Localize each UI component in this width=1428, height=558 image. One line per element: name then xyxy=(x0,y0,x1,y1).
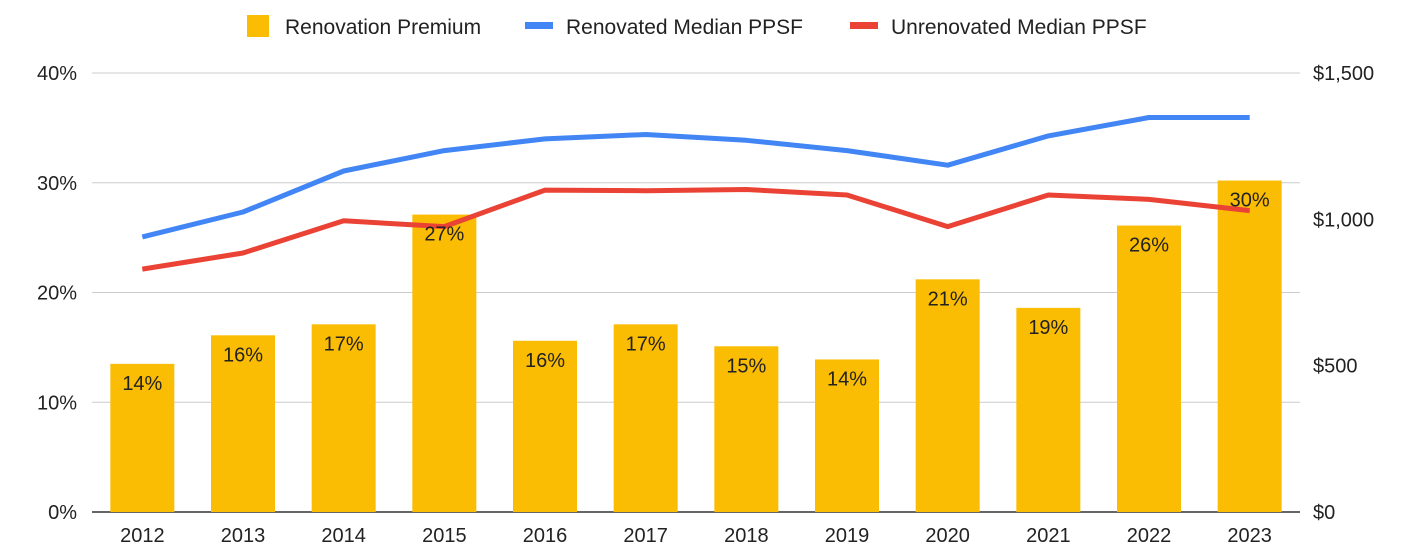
x-axis-tick-label: 2014 xyxy=(321,525,366,547)
legend-swatch-renovated-median-ppsf xyxy=(525,22,553,29)
x-axis-tick-label: 2019 xyxy=(825,525,870,547)
bar-2020 xyxy=(915,279,980,512)
legend-label-renovated-median-ppsf: Renovated Median PPSF xyxy=(566,16,803,39)
bar-2023 xyxy=(1217,180,1282,512)
bar-data-label: 26% xyxy=(1129,235,1169,257)
bar-2017 xyxy=(613,324,678,512)
bar-2022 xyxy=(1117,225,1181,513)
bar-data-label: 14% xyxy=(122,373,162,395)
legend-label-unrenovated-median-ppsf: Unrenovated Median PPSF xyxy=(891,16,1147,39)
x-axis-tick-label: 2021 xyxy=(1026,525,1071,547)
bar-data-label: 21% xyxy=(928,288,968,310)
bar-series xyxy=(110,180,1282,513)
x-axis-tick-label: 2015 xyxy=(422,525,467,547)
left-axis-tick-label: 30% xyxy=(37,173,77,195)
bar-2014 xyxy=(311,324,376,512)
legend-swatch-renovation-premium xyxy=(247,15,269,37)
line-unrenovated-median-ppsf xyxy=(141,187,1250,272)
bar-2012 xyxy=(110,363,175,512)
right-axis-ticks: $0 $500 $1,000 $1,500 xyxy=(1313,63,1374,524)
bar-data-label: 15% xyxy=(726,355,766,377)
bar-2015 xyxy=(412,214,477,512)
x-axis-tick-label: 2017 xyxy=(623,525,668,547)
x-axis-tick-label: 2018 xyxy=(724,525,769,547)
bar-2016 xyxy=(513,340,577,512)
bar-data-label: 27% xyxy=(424,224,464,246)
bar-2018 xyxy=(714,346,779,512)
legend-label-renovation-premium: Renovation Premium xyxy=(285,16,481,39)
bar-data-label: 17% xyxy=(324,333,364,355)
bar-2021 xyxy=(1016,307,1081,512)
bar-data-label: 30% xyxy=(1230,190,1270,212)
bar-data-label: 17% xyxy=(626,333,666,355)
left-axis-tick-label: 40% xyxy=(37,63,77,85)
bar-data-label: 16% xyxy=(223,344,263,366)
bar-data-label: 19% xyxy=(1028,317,1068,339)
left-axis-tick-label: 10% xyxy=(37,392,77,414)
x-axis-tick-label: 2023 xyxy=(1227,525,1272,547)
right-axis-tick-label: $500 xyxy=(1313,356,1358,378)
bar-2019 xyxy=(815,359,879,512)
legend-swatch-unrenovated-median-ppsf xyxy=(850,22,878,29)
line-renovated-median-ppsf xyxy=(141,115,1250,240)
line-series xyxy=(141,115,1250,272)
right-axis-tick-label: $1,500 xyxy=(1313,63,1374,85)
bar-data-labels: 14% 16% 17% 27% 16% 17% 15% 14% 21% 19% 26% 30% xyxy=(122,190,1270,395)
legend: Renovation Premium Renovated Median PPSF… xyxy=(247,15,1147,39)
x-axis-ticks: 2012 2013 2014 2015 2016 2017 2018 2019 2020 2021… xyxy=(120,525,1272,547)
left-axis-tick-label: 20% xyxy=(37,283,77,305)
x-axis-tick-label: 2022 xyxy=(1127,525,1172,547)
x-axis-tick-label: 2013 xyxy=(221,525,266,547)
right-axis-tick-label: $1,000 xyxy=(1313,209,1374,231)
x-axis-tick-label: 2016 xyxy=(523,525,568,547)
bar-2013 xyxy=(211,335,275,512)
left-axis-ticks: 0% 10% 20% 30% 40% xyxy=(37,63,77,524)
bar-data-label: 16% xyxy=(525,350,565,372)
bar-data-label: 14% xyxy=(827,368,867,390)
left-axis-tick-label: 0% xyxy=(48,502,77,524)
right-axis-tick-label: $0 xyxy=(1313,502,1335,524)
gridlines xyxy=(92,72,1300,513)
x-axis-tick-label: 2012 xyxy=(120,525,165,547)
x-axis-tick-label: 2020 xyxy=(925,525,970,547)
